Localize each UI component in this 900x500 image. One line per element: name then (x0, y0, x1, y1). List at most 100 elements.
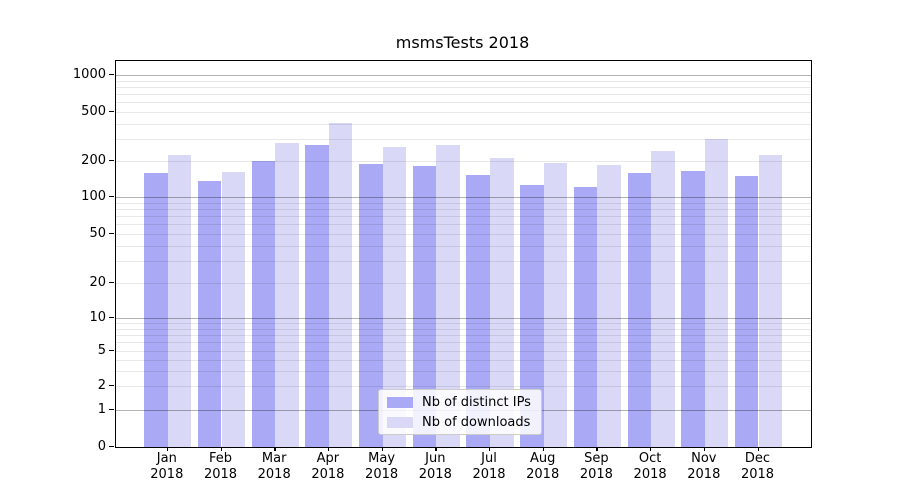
bar-distinct-ips (627, 172, 652, 447)
x-tick (650, 447, 652, 451)
gridline-300 (116, 139, 811, 141)
bar-distinct-ips (734, 175, 759, 447)
y-tick-label: 100 (81, 188, 106, 204)
bar-downloads (490, 158, 514, 447)
x-tick-label: Nov 2018 (687, 451, 721, 482)
bar-distinct-ips (359, 164, 383, 447)
gridline-600 (116, 102, 811, 104)
bar-downloads (328, 123, 353, 447)
gridline-5 (116, 351, 811, 352)
x-tick (703, 447, 706, 451)
y-tick (109, 385, 114, 387)
x-tick (489, 447, 491, 451)
gridline-800 (116, 86, 811, 88)
x-tick-label: Dec 2018 (740, 451, 775, 482)
y-tick-label: 200 (81, 152, 106, 168)
x-tick (435, 447, 437, 451)
bar-downloads (167, 154, 192, 447)
y-tick (109, 282, 114, 284)
gridline-6 (116, 342, 811, 344)
bar-distinct-ips (520, 185, 544, 447)
bar-distinct-ips (573, 187, 598, 447)
gridline-500 (116, 112, 811, 113)
legend-item-downloads: Nb of downloads (387, 415, 533, 430)
x-tick-label: Mar 2018 (257, 451, 291, 482)
y-tick-label: 20 (89, 274, 106, 290)
x-tick (274, 447, 276, 451)
bar-distinct-ips (305, 145, 329, 447)
x-tick (542, 447, 545, 451)
gridline-3 (116, 370, 811, 372)
y-tick (109, 446, 114, 448)
y-tick (109, 350, 114, 352)
gridline-7 (116, 334, 811, 336)
x-tick (166, 447, 169, 451)
x-tick-label: Jul 2018 (472, 451, 506, 482)
y-tick (109, 409, 114, 411)
y-tick-label: 1 (97, 401, 106, 417)
legend: Nb of distinct IPs Nb of downloads (378, 389, 542, 435)
bar-downloads (651, 150, 675, 447)
x-tick (327, 447, 330, 451)
bar-downloads (597, 164, 621, 447)
bar-downloads (704, 139, 729, 447)
y-tick (109, 160, 114, 162)
y-tick-label: 0 (97, 438, 106, 454)
gridline-10 (116, 318, 811, 319)
bar-downloads (436, 144, 460, 447)
legend-label-downloads: Nb of downloads (422, 414, 531, 430)
legend-label-distinct-ips: Nb of distinct IPs (422, 394, 531, 410)
x-tick-label: Apr 2018 (311, 451, 345, 482)
y-tick (109, 233, 114, 235)
bar-distinct-ips (412, 166, 437, 447)
y-tick (109, 111, 114, 113)
x-tick-label: Sep 2018 (579, 451, 613, 482)
gridline-20 (116, 283, 811, 284)
bar-distinct-ips (251, 161, 276, 447)
y-tick-label: 1000 (72, 66, 106, 82)
bar-distinct-ips (197, 181, 222, 447)
x-tick-label: Feb 2018 (203, 451, 238, 482)
y-tick-label: 2 (97, 377, 106, 393)
gridline-50 (116, 234, 811, 235)
bar-distinct-ips (681, 170, 705, 447)
gridline-9 (116, 323, 811, 325)
gridline-200 (116, 161, 811, 162)
y-tick-label: 500 (81, 103, 106, 119)
x-tick-label: Jan 2018 (150, 451, 184, 482)
gridline-8 (116, 328, 811, 330)
legend-item-distinct-ips: Nb of distinct IPs (387, 395, 533, 410)
bar-distinct-ips (144, 172, 168, 447)
y-tick (109, 317, 114, 319)
y-tick-label: 50 (89, 225, 106, 241)
x-tick (220, 447, 222, 451)
chart-title: msmsTests 2018 (395, 33, 530, 52)
bar-downloads (275, 143, 299, 447)
legend-swatch-downloads (387, 416, 413, 428)
x-tick (757, 447, 759, 451)
gridline-80 (116, 208, 811, 210)
bar-downloads (382, 146, 407, 447)
x-tick-label: May 2018 (365, 451, 399, 482)
gridline-1000 (116, 75, 811, 76)
bar-downloads (221, 172, 246, 447)
gridline-90 (116, 202, 811, 204)
y-tick-label: 10 (89, 309, 106, 325)
bar-downloads (758, 154, 783, 447)
gridline-900 (116, 80, 811, 82)
gridline-4 (116, 359, 811, 361)
x-tick-label: Jun 2018 (418, 451, 452, 482)
legend-swatch-distinct-ips (387, 396, 413, 408)
gridline-100 (116, 197, 811, 198)
x-tick-label: Oct 2018 (633, 451, 667, 482)
gridline-400 (116, 123, 811, 125)
gridline-2 (116, 386, 811, 387)
gridline-30 (116, 261, 811, 263)
x-tick-label: Aug 2018 (526, 451, 560, 482)
plot-area (115, 60, 812, 448)
y-tick (109, 196, 114, 198)
bar-downloads (543, 163, 568, 447)
y-tick-label: 5 (97, 342, 106, 358)
gridline-60 (116, 224, 811, 226)
